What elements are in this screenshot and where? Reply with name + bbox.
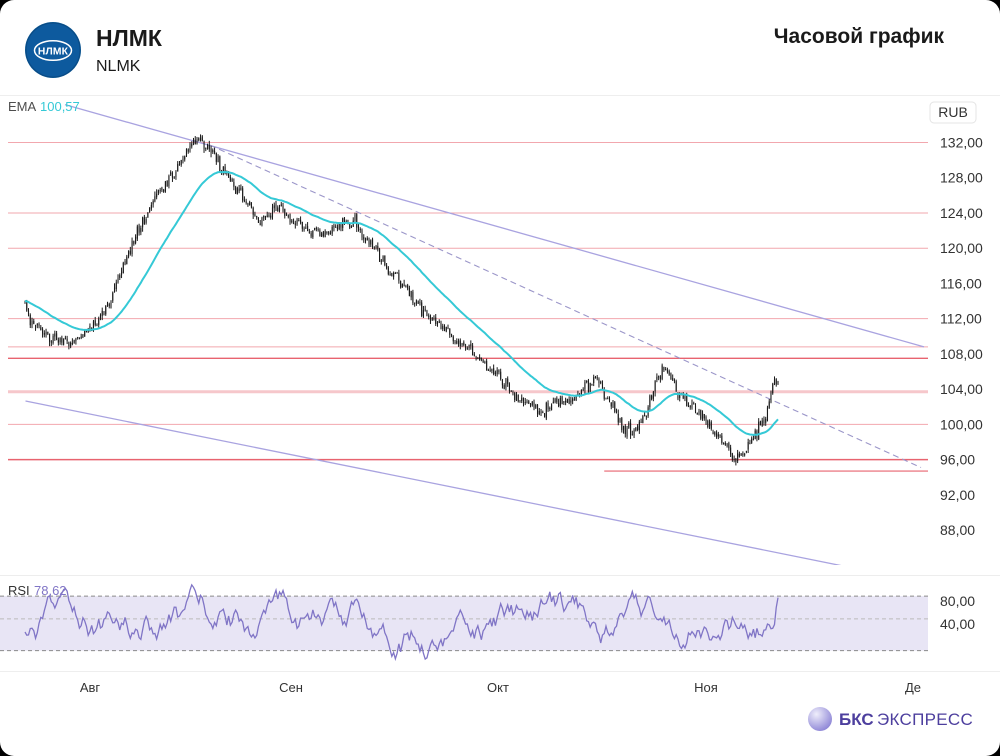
- svg-text:108,00: 108,00: [940, 346, 983, 362]
- svg-text:128,00: 128,00: [940, 170, 983, 186]
- svg-text:120,00: 120,00: [940, 240, 983, 256]
- svg-text:88,00: 88,00: [940, 522, 975, 538]
- svg-text:НЛМК: НЛМК: [38, 46, 69, 57]
- svg-text:RUB: RUB: [938, 104, 968, 120]
- svg-text:132,00: 132,00: [940, 135, 983, 151]
- svg-text:104,00: 104,00: [940, 381, 983, 397]
- svg-text:116,00: 116,00: [940, 275, 982, 291]
- svg-text:100,57: 100,57: [40, 99, 80, 114]
- svg-text:100,00: 100,00: [940, 416, 983, 432]
- svg-text:ЭКСПРЕСС: ЭКСПРЕСС: [877, 710, 973, 729]
- svg-text:96,00: 96,00: [940, 452, 975, 468]
- svg-text:92,00: 92,00: [940, 487, 975, 503]
- svg-text:80,00: 80,00: [940, 593, 975, 609]
- svg-text:124,00: 124,00: [940, 205, 983, 221]
- svg-text:78,62: 78,62: [34, 583, 67, 598]
- svg-text:EMA: EMA: [8, 99, 37, 114]
- svg-text:RSI: RSI: [8, 583, 30, 598]
- svg-text:БКС: БКС: [839, 710, 874, 729]
- svg-text:40,00: 40,00: [940, 616, 975, 632]
- svg-text:112,00: 112,00: [940, 311, 982, 327]
